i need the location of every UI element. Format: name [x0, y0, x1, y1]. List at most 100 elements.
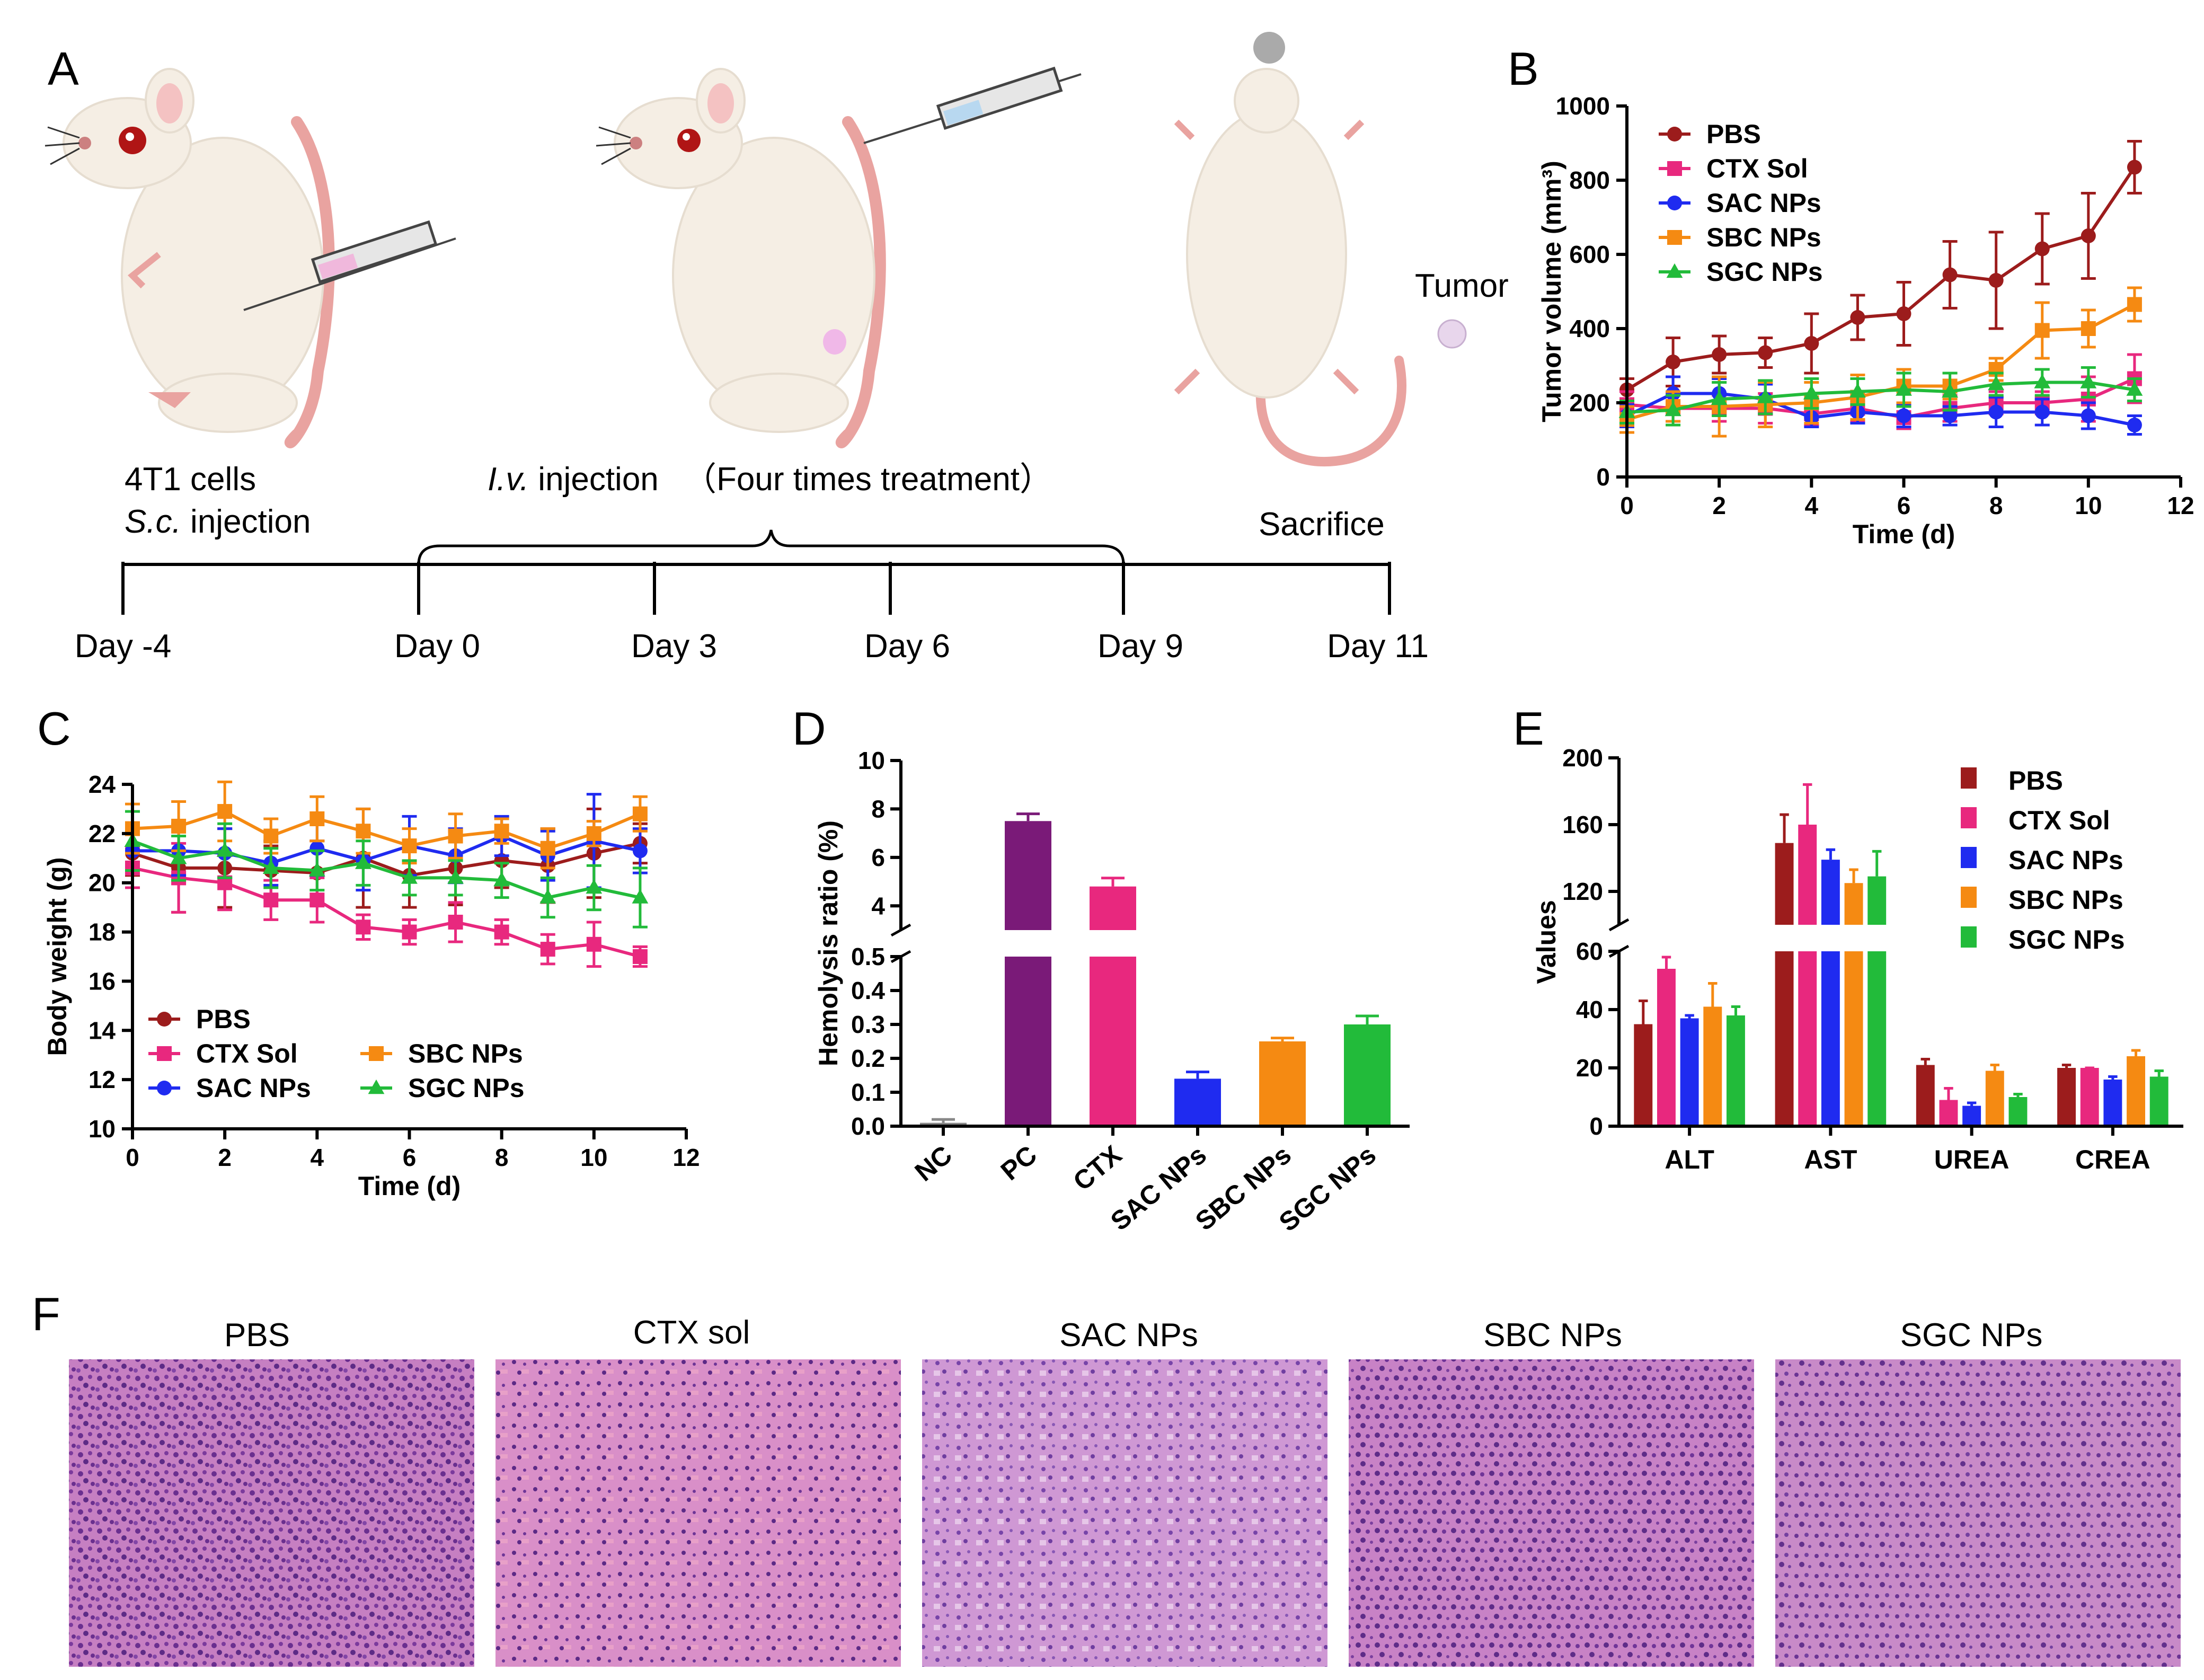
data-point — [493, 871, 510, 887]
bar — [1657, 969, 1676, 1126]
error-bar — [1661, 956, 1671, 969]
series-line — [1626, 381, 2135, 414]
data-point — [402, 838, 417, 854]
sacrifice-label: Sacrifice — [1259, 506, 1385, 543]
legend-label: PBS — [2008, 766, 2063, 795]
x-tick-label: CTX — [1067, 1140, 1127, 1197]
data-point — [402, 924, 417, 940]
histology-image — [1775, 1359, 2181, 1667]
data-point — [2034, 404, 2050, 420]
legend-label: SGC NPs — [408, 1073, 525, 1103]
data-point — [2034, 241, 2050, 257]
bar — [1916, 1065, 1935, 1126]
legend-label: SAC NPs — [196, 1073, 311, 1103]
histology-image — [1349, 1359, 1754, 1667]
data-point — [632, 949, 648, 964]
x-tick-label: SAC NPs — [1105, 1140, 1212, 1236]
day-label: Day 6 — [864, 628, 950, 665]
y-tick-label: 400 — [1569, 315, 1610, 342]
y-tick-label: 0.1 — [851, 1078, 885, 1106]
data-point — [1712, 347, 1727, 362]
y-tick-label: 12 — [88, 1066, 116, 1093]
bar — [1726, 1015, 1745, 1126]
data-point — [157, 1081, 172, 1095]
histology-title: CTX sol — [633, 1314, 750, 1351]
data-point — [2127, 418, 2142, 432]
legend-label: SBC NPs — [2008, 885, 2123, 915]
cell-label: 4T1 cells — [125, 461, 256, 498]
error-bar — [1920, 1058, 1931, 1065]
histology-title: SGC NPs — [1900, 1317, 2043, 1354]
data-point — [1711, 390, 1728, 405]
data-point — [540, 841, 555, 856]
legend-swatch — [1961, 767, 1977, 789]
x-tick-label: 10 — [580, 1144, 607, 1171]
data-point — [356, 919, 371, 935]
mouse-illustration-3 — [1174, 32, 1467, 467]
series-line — [1626, 166, 2136, 392]
x-tick-label: 8 — [1989, 492, 2003, 519]
x-tick-label: 0 — [126, 1144, 139, 1171]
bar — [1939, 1100, 1958, 1126]
y-tick-label: 0.0 — [851, 1112, 885, 1140]
bar — [1259, 1041, 1306, 1126]
data-point — [157, 1012, 172, 1027]
bar — [1703, 1006, 1722, 1126]
x-axis-title: Time (d) — [358, 1171, 461, 1201]
error-bar — [1356, 1014, 1379, 1024]
data-point — [2127, 160, 2142, 175]
panel-label-c: C — [37, 702, 71, 755]
y-tick-label: 0.3 — [851, 1011, 885, 1038]
treatment-brace — [417, 529, 1125, 565]
data-point — [1942, 408, 1958, 423]
bar — [2149, 1076, 2168, 1126]
bar — [1344, 1024, 1391, 1126]
error-bar — [1101, 877, 1125, 887]
data-point — [1988, 404, 2004, 420]
legend-swatch — [1961, 847, 1977, 868]
legend-label: SBC NPs — [1706, 223, 1821, 252]
x-tick-label: UREA — [1934, 1145, 2010, 1174]
data-point — [171, 818, 187, 834]
y-tick-label: 6 — [871, 844, 885, 871]
bar — [1775, 843, 1794, 925]
error-bar — [2154, 1069, 2164, 1077]
data-point — [263, 892, 279, 908]
legend-label: PBS — [1706, 119, 1761, 149]
mouse-illustration-1 — [45, 68, 456, 448]
series-line — [131, 839, 641, 899]
legend-label: SGC NPs — [1706, 257, 1823, 287]
error-bar — [1708, 982, 1718, 1007]
y-tick-label: 16 — [88, 967, 116, 995]
bar — [2080, 1068, 2099, 1126]
y-tick-label: 8 — [871, 795, 885, 823]
error-bar — [1780, 813, 1789, 843]
y-tick-label: 10 — [858, 747, 885, 774]
data-point — [1757, 388, 1774, 403]
data-point — [540, 942, 555, 957]
x-tick-label: 2 — [1712, 492, 1726, 519]
syringe-icon — [863, 66, 1082, 144]
y-tick-label: 0.2 — [851, 1045, 885, 1072]
data-point — [448, 915, 463, 930]
data-point — [308, 862, 325, 877]
panel-label-a: A — [48, 42, 79, 95]
y-tick-label: 20 — [88, 869, 116, 897]
bar — [1005, 957, 1051, 1126]
data-point — [2081, 321, 2096, 336]
bar — [1174, 1078, 1221, 1126]
y-tick-label: 60 — [1576, 938, 1603, 965]
y-tick-label: 200 — [1569, 389, 1610, 417]
panel-label-e: E — [1513, 702, 1544, 755]
data-point — [355, 854, 371, 869]
histology-image — [495, 1359, 901, 1667]
day-label: Day 0 — [394, 628, 480, 665]
data-point — [1896, 381, 1912, 396]
bar — [2127, 1056, 2146, 1126]
x-tick-label: 6 — [1897, 492, 1911, 519]
y-axis-title: Body weight (g) — [42, 857, 72, 1056]
axis-line — [1617, 758, 2183, 1128]
data-point — [1896, 306, 1911, 321]
